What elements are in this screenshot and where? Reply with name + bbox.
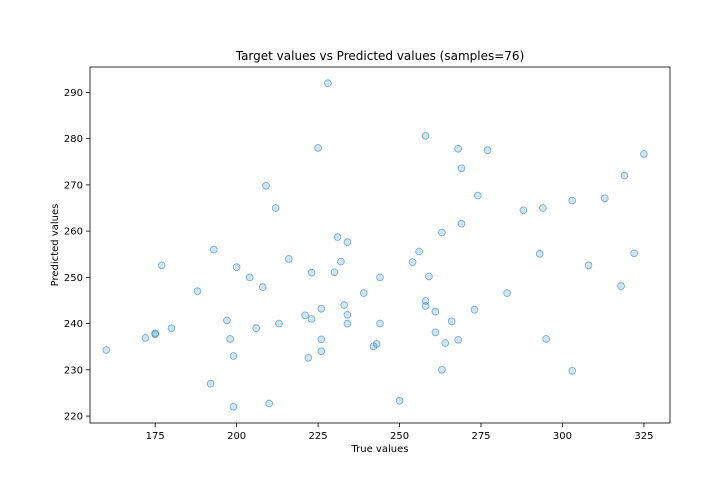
- data-point: [408, 258, 417, 266]
- data-point: [584, 261, 593, 270]
- x-axis: 175 200 225 250 275 300 325: [146, 423, 653, 442]
- data-point: [210, 245, 218, 254]
- data-point: [431, 328, 440, 337]
- data-point: [317, 347, 326, 356]
- x-tick-label: 225: [309, 431, 328, 442]
- data-point: [421, 132, 430, 140]
- data-point: [372, 340, 381, 348]
- data-point: [157, 261, 166, 270]
- data-point: [265, 399, 274, 408]
- x-axis-label: True values: [351, 444, 409, 455]
- data-point: [431, 307, 440, 316]
- data-point: [539, 204, 547, 212]
- data-point: [333, 233, 342, 241]
- data-point: [307, 315, 316, 323]
- data-point: [359, 289, 368, 297]
- data-point: [519, 206, 528, 215]
- data-point: [620, 171, 629, 180]
- data-point: [343, 319, 352, 328]
- data-point: [206, 379, 215, 388]
- data-point: [568, 366, 576, 375]
- data-point: [376, 273, 384, 282]
- y-tick-label: 260: [64, 227, 83, 238]
- data-point: [457, 219, 466, 228]
- plot-frame: [89, 66, 671, 424]
- data-point: [223, 316, 231, 325]
- data-point: [503, 289, 511, 297]
- y-tick-label: 270: [64, 180, 83, 191]
- data-point: [470, 305, 479, 314]
- data-point: [447, 317, 456, 326]
- data-point: [454, 145, 463, 153]
- data-point: [102, 346, 111, 354]
- y-tick-label: 290: [64, 88, 83, 99]
- chart-title: Target values vs Predicted values (sampl…: [235, 49, 525, 63]
- data-point: [252, 324, 261, 333]
- data-point: [421, 297, 430, 305]
- data-point: [343, 310, 352, 319]
- data-point: [483, 146, 492, 155]
- data-point: [193, 287, 202, 296]
- y-tick-label: 250: [64, 273, 83, 284]
- data-point: [262, 182, 270, 190]
- x-tick-label: 175: [146, 431, 165, 442]
- x-tick-label: 250: [390, 431, 409, 442]
- y-axis-label: Predicted values: [50, 204, 61, 287]
- data-point: [229, 352, 238, 360]
- x-tick-label: 300: [553, 431, 572, 442]
- y-tick-label: 280: [64, 134, 83, 145]
- data-point: [226, 335, 234, 343]
- data-point: [457, 164, 466, 173]
- data-point: [415, 247, 423, 256]
- data-point: [473, 191, 482, 200]
- y-axis: 220 230 240 250 260 270 280 290: [64, 88, 90, 423]
- data-point: [535, 250, 544, 258]
- data-point: [317, 304, 326, 313]
- data-point: [314, 144, 322, 152]
- data-point: [337, 257, 345, 266]
- data-point: [317, 335, 326, 344]
- data-point: [630, 249, 638, 258]
- data-point: [600, 194, 609, 203]
- x-tick-label: 325: [634, 431, 653, 442]
- data-point: [324, 79, 332, 87]
- data-point: [141, 334, 150, 342]
- data-point: [232, 263, 241, 272]
- data-point: [395, 396, 404, 405]
- data-point: [151, 329, 160, 338]
- data-point: [275, 319, 283, 328]
- data-point: [301, 311, 309, 320]
- data-point: [454, 335, 463, 344]
- data-point: [438, 228, 446, 237]
- data-point: [343, 238, 352, 247]
- data-point: [617, 282, 625, 290]
- data-point: [304, 353, 313, 362]
- data-point: [271, 204, 280, 212]
- data-point: [640, 150, 648, 158]
- points-layer: [102, 79, 648, 411]
- data-point: [438, 365, 446, 374]
- x-tick-label: 275: [471, 431, 490, 442]
- data-point: [284, 255, 293, 263]
- y-tick-label: 230: [64, 365, 83, 376]
- data-point: [245, 273, 254, 282]
- data-point: [229, 402, 238, 411]
- data-point: [421, 302, 430, 310]
- data-point: [307, 268, 316, 277]
- data-point: [258, 283, 267, 291]
- data-point: [568, 196, 576, 205]
- data-point: [167, 324, 176, 333]
- y-tick-label: 240: [64, 319, 83, 330]
- x-tick-label: 200: [227, 431, 246, 442]
- data-point: [376, 319, 384, 328]
- data-point: [542, 335, 550, 343]
- data-point: [425, 272, 433, 281]
- y-tick-label: 220: [64, 412, 83, 423]
- data-point: [441, 339, 450, 347]
- data-point: [340, 301, 349, 309]
- data-point: [330, 268, 339, 277]
